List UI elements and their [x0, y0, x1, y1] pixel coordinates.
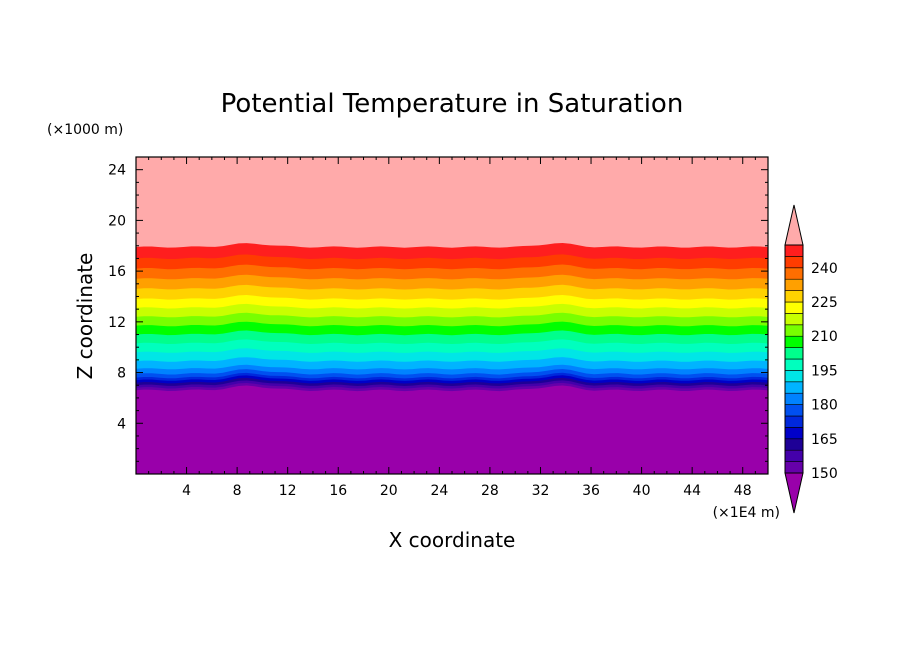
colorbar-swatch: [784, 313, 804, 326]
colorbar-frame: [784, 244, 804, 474]
x-tick-label: 44: [683, 483, 701, 499]
chart-title: Potential Temperature in Saturation: [221, 89, 684, 119]
colorbar-swatch: [784, 449, 804, 462]
colorbar-swatch: [784, 267, 804, 280]
y-tick-label: 4: [117, 416, 126, 432]
x-tick-label: 48: [734, 483, 752, 499]
colorbar-extend-low: [784, 472, 804, 514]
colorbar-swatch: [784, 256, 804, 269]
x-tick-label: 16: [329, 483, 347, 499]
y-tick-label: 16: [108, 264, 126, 280]
colorbar-swatch: [784, 278, 804, 291]
colorbar-tick-label: 165: [811, 432, 838, 448]
colorbar-extend-high: [784, 204, 804, 246]
plot-area: [135, 156, 769, 475]
colorbar-tick-label: 240: [811, 261, 838, 277]
y-tick-label: 12: [108, 315, 126, 331]
x-tick-label: 28: [481, 483, 499, 499]
colorbar-swatch: [784, 244, 804, 257]
x-tick-label: 32: [532, 483, 550, 499]
y-unit-label: (×1000 m): [47, 122, 123, 138]
colorbar-swatch: [784, 438, 804, 451]
colorbar-swatch: [784, 347, 804, 360]
colorbar-tick-label: 225: [811, 295, 838, 311]
x-tick-label: 12: [279, 483, 297, 499]
colorbar-tick-label: 150: [811, 466, 838, 482]
y-tick-label: 24: [108, 163, 126, 179]
x-axis: 4 8 12 16 20 24 28 32 36 40 44 48: [135, 157, 769, 499]
colorbar-swatch: [784, 427, 804, 440]
colorbar-tick-label: 180: [811, 398, 838, 414]
colorbar-swatch: [784, 358, 804, 371]
y-tick-label: 8: [117, 366, 126, 382]
y-axis-label: Z coordinate: [73, 253, 97, 380]
x-tick-label: 4: [182, 483, 191, 499]
colorbar-swatch: [784, 415, 804, 428]
colorbar-swatch: [784, 335, 804, 348]
colorbar-swatch: [784, 392, 804, 405]
colorbar-swatch: [784, 381, 804, 394]
colorbar-swatch: [784, 301, 804, 314]
y-axis: 4 8 12 16 20 24: [108, 156, 768, 475]
x-axis-label: X coordinate: [389, 528, 516, 552]
colorbar-swatch: [784, 461, 804, 474]
x-tick-label: 8: [233, 483, 242, 499]
x-unit-label: (×1E4 m): [713, 505, 780, 521]
colorbar-swatch: [784, 324, 804, 337]
colorbar-tick-label: 210: [811, 329, 838, 345]
contour-band: [136, 385, 768, 474]
x-tick-label: 20: [380, 483, 398, 499]
x-tick-label: 40: [633, 483, 651, 499]
x-tick-label: 24: [430, 483, 448, 499]
colorbar-swatch: [784, 290, 804, 303]
colorbar-tick-label: 195: [811, 363, 838, 379]
y-tick-label: 20: [108, 213, 126, 229]
colorbar: 150 165 180 195 210 225 240: [784, 204, 838, 514]
colorbar-swatch: [784, 370, 804, 383]
colorbar-swatch: [784, 404, 804, 417]
x-tick-label: 36: [582, 483, 600, 499]
